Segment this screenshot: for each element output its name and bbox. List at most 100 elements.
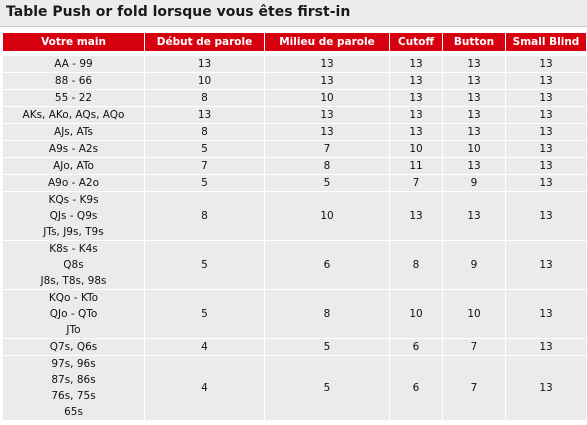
value-cell-button: 13	[443, 192, 505, 240]
value-cell-early: 8	[145, 192, 264, 240]
hand-line: JTo	[66, 324, 81, 336]
value-cell-early: 4	[145, 356, 264, 420]
hand-cell: KQs - K9s QJs - Q9s JTs, J9s, T9s	[3, 192, 144, 240]
hand-line: JTs, J9s, T9s	[43, 226, 104, 238]
value-cell-button: 9	[443, 175, 505, 191]
value-cell-button: 7	[443, 339, 505, 355]
table-row: 97s, 96s 87s, 86s 76s, 75s 65s 4 5 6 7 13	[3, 356, 586, 420]
spacer-row	[3, 52, 586, 55]
table-row: 88 - 66 10 13 13 13 13	[3, 73, 586, 89]
value-cell-early: 8	[145, 90, 264, 106]
column-header-button: Button	[443, 33, 505, 51]
value-cell-early: 5	[145, 175, 264, 191]
value-cell-button: 10	[443, 290, 505, 338]
hand-line: 87s, 86s	[51, 374, 96, 386]
value-cell-small-blind: 13	[506, 290, 586, 338]
value-cell-middle: 13	[265, 107, 389, 123]
value-cell-button: 9	[443, 241, 505, 289]
value-cell-small-blind: 13	[506, 158, 586, 174]
value-cell-small-blind: 13	[506, 107, 586, 123]
value-cell-cutoff: 10	[390, 141, 442, 157]
hand-cell: 88 - 66	[3, 73, 144, 89]
hand-cell: AA - 99	[3, 56, 144, 72]
column-header-small-blind: Small Blind	[506, 33, 586, 51]
value-cell-button: 13	[443, 158, 505, 174]
table-row: AKs, AKo, AQs, AQo 13 13 13 13 13	[3, 107, 586, 123]
value-cell-middle: 6	[265, 241, 389, 289]
value-cell-cutoff: 13	[390, 192, 442, 240]
hand-line: Q7s, Q6s	[49, 341, 98, 353]
value-cell-early: 5	[145, 290, 264, 338]
hand-cell: A9s - A2s	[3, 141, 144, 157]
value-cell-middle: 7	[265, 141, 389, 157]
title-bar: Table Push or fold lorsque vous êtes fir…	[0, 0, 587, 27]
hand-cell: KQo - KTo QJo - QTo JTo	[3, 290, 144, 338]
value-cell-small-blind: 13	[506, 241, 586, 289]
table-row: A9o - A2o 5 5 7 9 13	[3, 175, 586, 191]
hand-cell: 97s, 96s 87s, 86s 76s, 75s 65s	[3, 356, 144, 420]
table-row: KQs - K9s QJs - Q9s JTs, J9s, T9s 8 10 13 13 13	[3, 192, 586, 240]
hand-line: A9s - A2s	[48, 143, 99, 155]
value-cell-small-blind: 13	[506, 339, 586, 355]
value-cell-middle: 10	[265, 90, 389, 106]
value-cell-middle: 8	[265, 290, 389, 338]
value-cell-small-blind: 13	[506, 73, 586, 89]
push-fold-table: Votre main Début de parole Milieu de par…	[2, 32, 587, 421]
hand-line: AJo, ATo	[53, 160, 94, 172]
hand-cell: AJo, ATo	[3, 158, 144, 174]
value-cell-middle: 13	[265, 56, 389, 72]
value-cell-small-blind: 13	[506, 141, 586, 157]
value-cell-early: 4	[145, 339, 264, 355]
column-header-middle: Milieu de parole	[265, 33, 389, 51]
value-cell-button: 13	[443, 124, 505, 140]
value-cell-middle: 5	[265, 339, 389, 355]
hand-line: 76s, 75s	[51, 390, 96, 402]
hand-cell: A9o - A2o	[3, 175, 144, 191]
column-header-cutoff: Cutoff	[390, 33, 442, 51]
column-header-early: Début de parole	[145, 33, 264, 51]
table-row: AJs, ATs 8 13 13 13 13	[3, 124, 586, 140]
hand-cell: Q7s, Q6s	[3, 339, 144, 355]
header-row: Votre main Début de parole Milieu de par…	[3, 33, 586, 51]
value-cell-button: 7	[443, 356, 505, 420]
value-cell-small-blind: 13	[506, 56, 586, 72]
value-cell-button: 13	[443, 90, 505, 106]
value-cell-cutoff: 8	[390, 241, 442, 289]
hand-line: QJs - Q9s	[49, 210, 98, 222]
table-row: Q7s, Q6s 4 5 6 7 13	[3, 339, 586, 355]
table-row: K8s - K4s Q8s J8s, T8s, 98s 5 6 8 9 13	[3, 241, 586, 289]
value-cell-cutoff: 13	[390, 73, 442, 89]
value-cell-cutoff: 6	[390, 339, 442, 355]
table-row: 55 - 22 8 10 13 13 13	[3, 90, 586, 106]
hand-line: 88 - 66	[54, 75, 93, 87]
value-cell-early: 10	[145, 73, 264, 89]
value-cell-middle: 10	[265, 192, 389, 240]
table-row: A9s - A2s 5 7 10 10 13	[3, 141, 586, 157]
value-cell-small-blind: 13	[506, 356, 586, 420]
hand-cell: K8s - K4s Q8s J8s, T8s, 98s	[3, 241, 144, 289]
table-row: AJo, ATo 7 8 11 13 13	[3, 158, 586, 174]
hand-line: 97s, 96s	[51, 358, 96, 370]
column-header-hand: Votre main	[3, 33, 144, 51]
hand-cell: AJs, ATs	[3, 124, 144, 140]
value-cell-middle: 8	[265, 158, 389, 174]
value-cell-small-blind: 13	[506, 192, 586, 240]
value-cell-small-blind: 13	[506, 175, 586, 191]
value-cell-cutoff: 13	[390, 107, 442, 123]
hand-cell: 55 - 22	[3, 90, 144, 106]
value-cell-button: 10	[443, 141, 505, 157]
table-row: KQo - KTo QJo - QTo JTo 5 8 10 10 13	[3, 290, 586, 338]
hand-line: K8s - K4s	[49, 243, 98, 255]
value-cell-middle: 13	[265, 73, 389, 89]
hand-line: QJo - QTo	[49, 308, 98, 320]
hand-line: AJs, ATs	[54, 126, 93, 138]
hand-line: 55 - 22	[54, 92, 93, 104]
value-cell-cutoff: 6	[390, 356, 442, 420]
value-cell-cutoff: 7	[390, 175, 442, 191]
hand-cell: AKs, AKo, AQs, AQo	[3, 107, 144, 123]
value-cell-cutoff: 13	[390, 56, 442, 72]
value-cell-middle: 5	[265, 175, 389, 191]
hand-line: KQo - KTo	[48, 292, 99, 304]
value-cell-button: 13	[443, 56, 505, 72]
value-cell-early: 13	[145, 56, 264, 72]
